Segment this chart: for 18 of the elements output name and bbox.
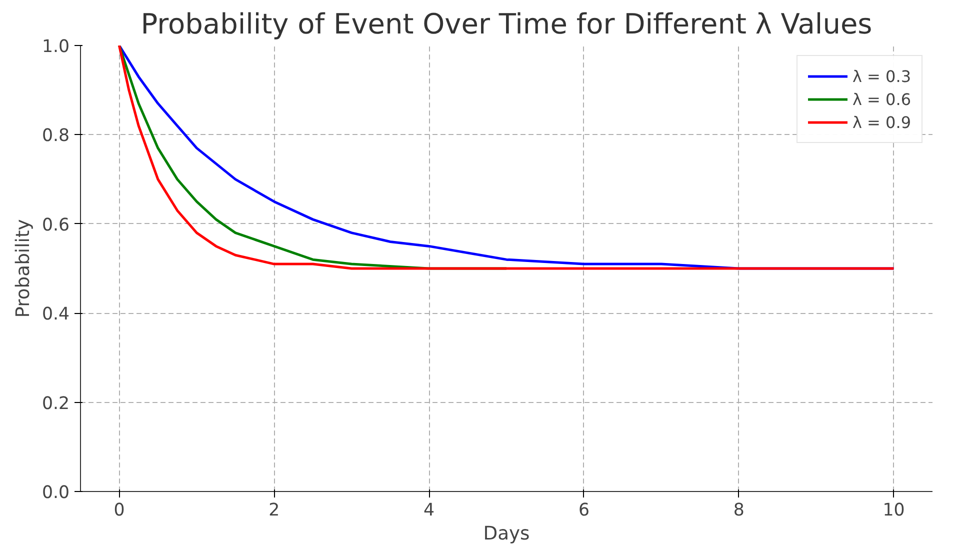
y-tick-label: 0.4	[42, 304, 70, 325]
chart-title: Probability of Event Over Time for Different λ Values	[140, 8, 872, 40]
x-tick-label: 4	[424, 500, 435, 520]
legend-label: λ = 0.3	[852, 66, 911, 86]
x-tick-label: 6	[578, 500, 590, 520]
legend-label: λ = 0.9	[852, 112, 911, 132]
y-tick-label: 0.0	[42, 483, 70, 503]
y-tick-label: 0.2	[42, 394, 70, 414]
y-tick-label: 0.8	[42, 126, 70, 146]
y-tick-label: 0.6	[42, 215, 70, 236]
x-axis-title: Days	[483, 524, 530, 544]
legend-label: λ = 0.6	[852, 90, 911, 108]
x-tick-label: 10	[882, 500, 905, 520]
x-tick-label: 2	[268, 500, 280, 520]
y-axis-title: Probability	[12, 219, 34, 318]
x-tick-label: 0	[114, 500, 125, 520]
x-tick-label: 8	[733, 500, 744, 520]
y-tick-label: 1.0	[42, 37, 70, 57]
